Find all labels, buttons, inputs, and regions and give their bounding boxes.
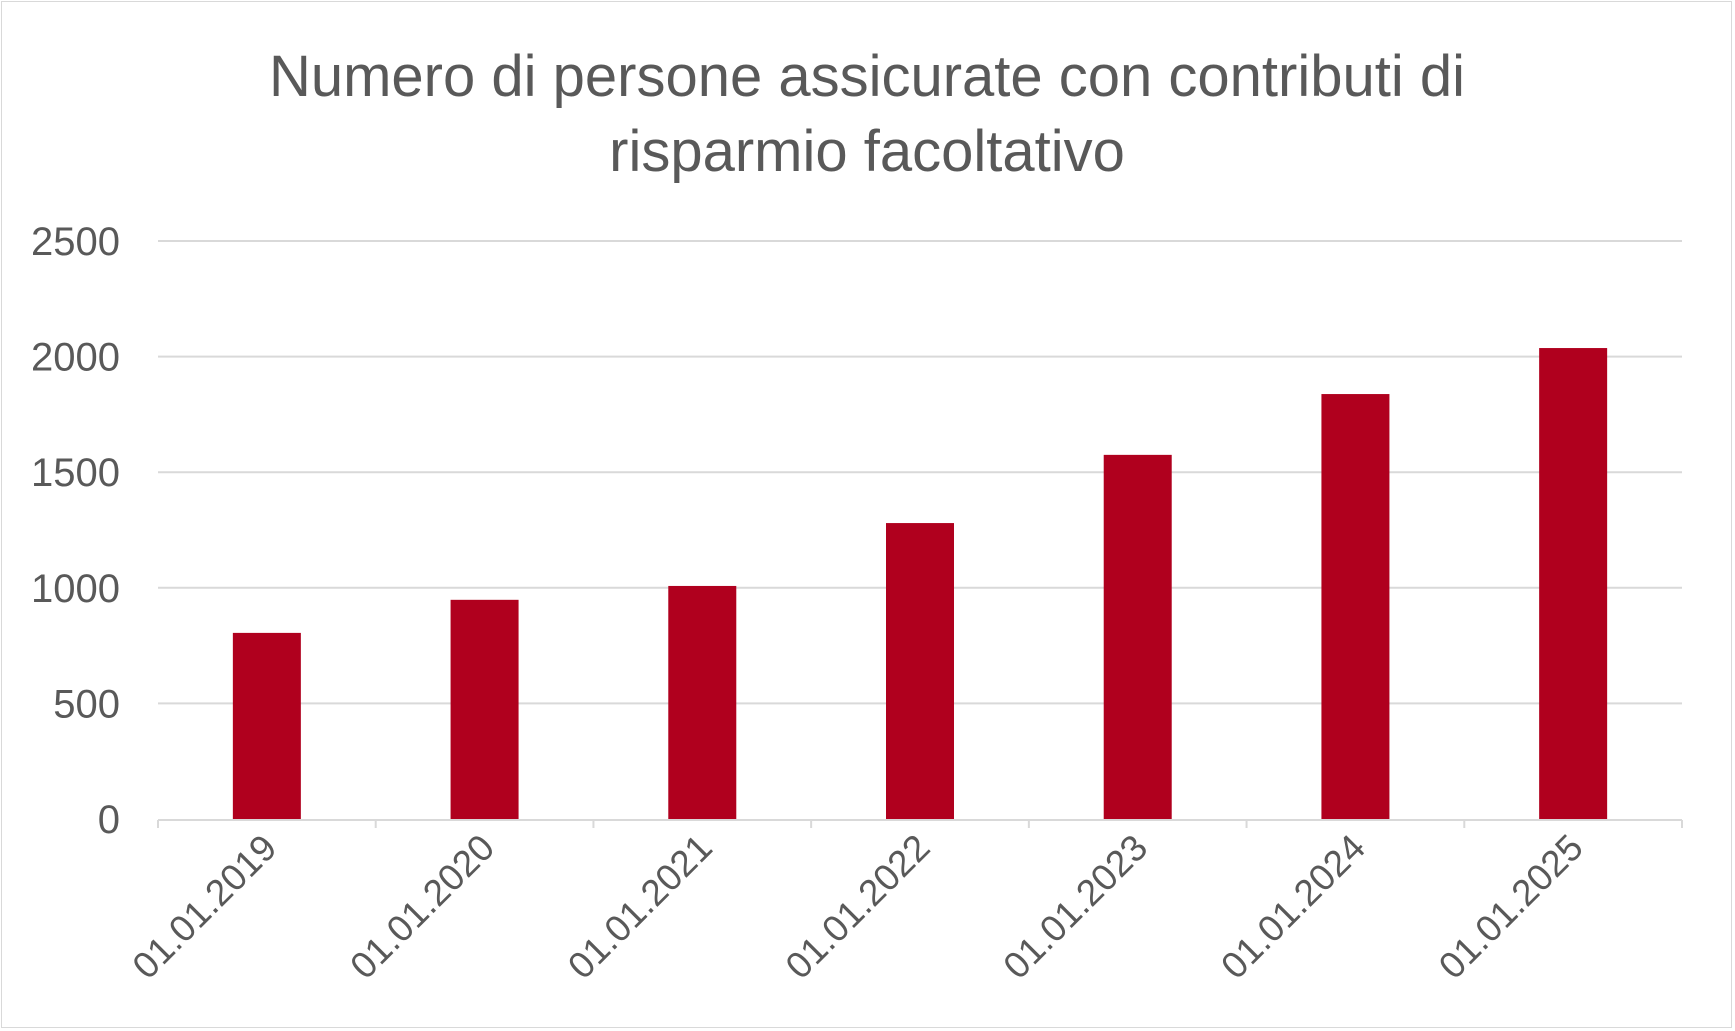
x-tick-label: 01.01.2022 — [778, 827, 938, 987]
y-tick-label: 0 — [98, 798, 120, 842]
x-axis — [157, 819, 1683, 828]
bars — [232, 348, 1608, 819]
bar-01.01.2021 — [668, 585, 737, 819]
x-tick-label: 01.01.2025 — [1431, 827, 1591, 987]
y-tick-label: 1000 — [31, 567, 120, 611]
x-tick-label: 01.01.2024 — [1213, 827, 1373, 987]
bar-01.01.2023 — [1103, 454, 1172, 819]
y-tick-label: 1500 — [31, 451, 120, 495]
bar-01.01.2022 — [886, 523, 954, 819]
y-axis-tick-labels: 0 500 1000 1500 2000 2500 — [31, 220, 120, 842]
chart-title-line-1: Numero di persone assicurate con contrib… — [269, 44, 1465, 109]
bar-01.01.2025 — [1539, 348, 1608, 819]
y-tick-label: 500 — [53, 682, 120, 726]
x-tick-label: 01.01.2021 — [560, 827, 720, 987]
bar-01.01.2019 — [232, 632, 301, 819]
y-tick-label: 2000 — [31, 336, 120, 380]
x-tick-label: 01.01.2019 — [125, 827, 285, 987]
x-tick-label: 01.01.2023 — [995, 827, 1155, 987]
bar-01.01.2024 — [1321, 394, 1390, 819]
y-tick-label: 2500 — [31, 220, 120, 264]
x-tick-label: 01.01.2020 — [342, 827, 502, 987]
chart-title: Numero di persone assicurate con contrib… — [269, 44, 1465, 184]
bar-01.01.2020 — [450, 599, 519, 819]
chart-title-line-2: risparmio facoltativo — [609, 119, 1125, 184]
x-axis-tick-labels: 01.01.2019 01.01.2020 01.01.2021 01.01.2022… — [125, 827, 1591, 987]
